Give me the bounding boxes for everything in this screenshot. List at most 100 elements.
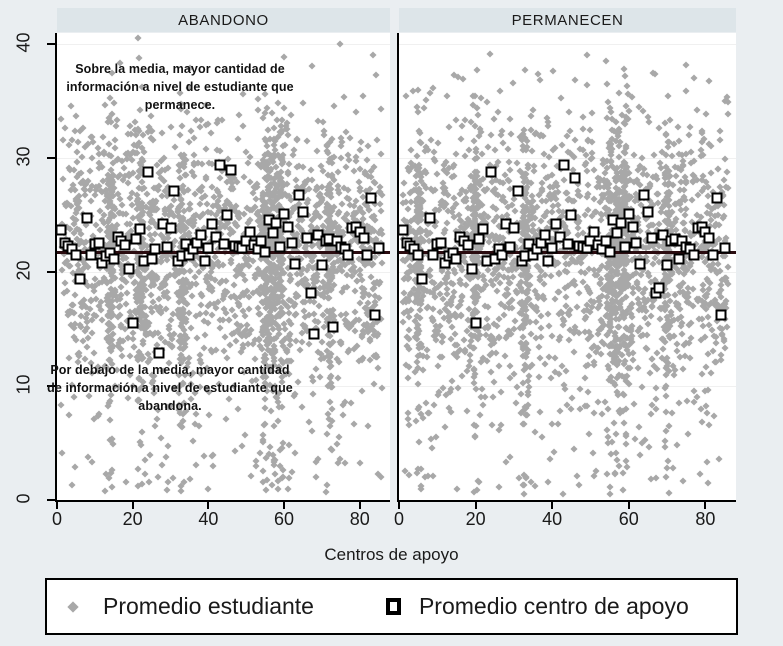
student-point [682,61,690,69]
student-point [702,110,710,118]
student-point [610,419,618,427]
student-point [334,374,342,382]
student-point [612,430,620,438]
student-point [334,459,342,467]
center-average-point [108,253,120,265]
student-point [433,170,441,178]
student-point [608,438,616,446]
student-point [404,205,412,213]
student-point [158,129,166,137]
student-point [689,268,697,276]
student-point [543,122,552,130]
student-point [590,409,598,417]
student-point [122,300,130,308]
student-point [284,131,293,139]
student-point [209,462,217,470]
student-point [481,393,489,401]
student-point [312,365,320,373]
center-average-point [57,224,67,236]
student-point [260,421,268,429]
student-point [369,260,377,268]
student-point [668,409,676,417]
student-point [501,352,509,360]
student-point [351,287,359,295]
student-point [495,483,503,491]
student-point [226,341,234,350]
student-point [495,362,504,370]
student-point [134,465,142,473]
center-average-point [221,209,233,221]
student-point [298,338,306,346]
student-point [465,146,473,154]
center-average-point [168,185,180,197]
student-point [686,354,695,362]
student-point [494,108,502,116]
student-point [636,451,644,459]
student-point [661,392,670,400]
student-point [463,407,471,415]
student-point [518,481,527,490]
student-point [266,443,274,451]
student-point [240,173,248,181]
student-point [699,322,707,330]
center-average-point [312,229,324,241]
student-point [527,112,535,120]
student-point [590,472,599,480]
student-point [322,141,331,149]
student-point [336,40,344,48]
student-point [340,93,348,101]
student-point [696,470,704,478]
student-point [163,288,171,296]
student-point [672,172,680,180]
student-point [405,345,413,353]
student-point [634,364,642,372]
student-point [203,485,212,493]
center-average-point [70,249,82,261]
student-point [312,473,320,481]
student-point [716,127,724,135]
student-point [86,167,94,175]
student-point [163,486,171,494]
student-point [605,365,613,373]
student-point [597,350,605,358]
student-point [693,106,701,114]
center-average-point [180,238,192,250]
student-point [231,312,239,320]
student-point [407,146,415,154]
student-point [673,441,681,450]
center-average-point [301,232,313,244]
student-point [504,145,512,153]
student-point [198,160,206,168]
student-point [642,171,651,179]
gridline-y-40 [399,44,736,46]
student-point [573,472,581,480]
student-point [97,306,105,314]
student-point [537,333,545,341]
student-point [216,324,224,332]
student-point [419,414,427,422]
student-point [141,470,149,478]
center-average-point [305,287,317,299]
student-point [489,393,497,401]
student-point [622,293,631,301]
student-point [558,140,566,149]
student-point [545,321,553,330]
student-point [189,151,198,159]
student-point [603,470,611,478]
student-point [309,390,317,398]
student-point [105,140,113,148]
student-point [146,451,154,459]
student-point [352,108,360,116]
student-point [285,441,293,449]
student-point [134,34,142,42]
student-point [643,345,651,353]
center-average-point [244,226,256,238]
student-point [59,136,67,144]
student-point [357,138,365,146]
student-point [675,399,683,407]
student-point [714,260,722,268]
student-point [487,131,495,139]
student-point [445,123,453,131]
student-point [665,489,673,497]
